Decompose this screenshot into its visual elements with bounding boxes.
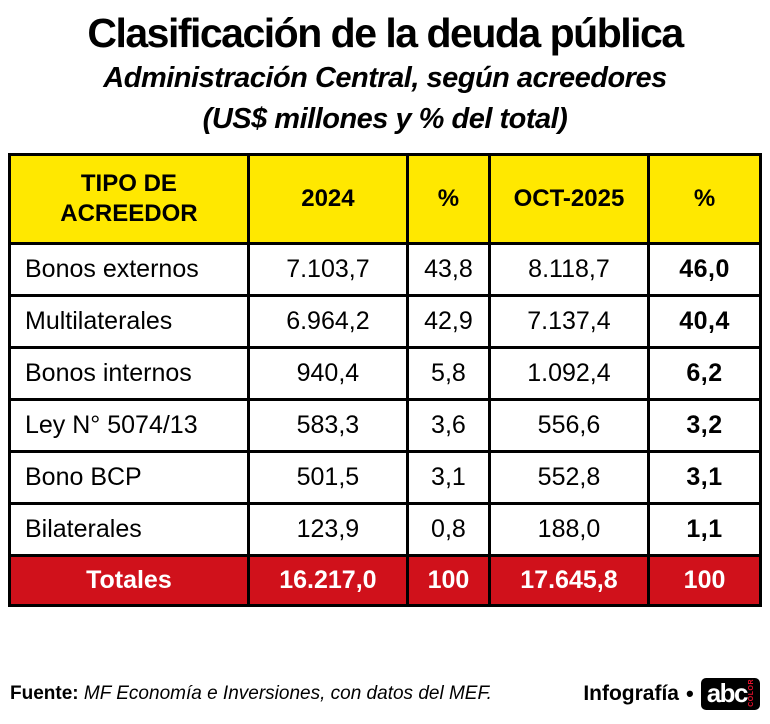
cell-pct-2025: 3,2 xyxy=(647,398,762,454)
page-title: Clasificación de la deuda pública xyxy=(87,10,684,56)
cell-acreedor: Multilaterales xyxy=(8,294,250,350)
cell-pct-2024: 0,8 xyxy=(406,502,491,558)
cell-2024: 6.964,2 xyxy=(246,294,410,350)
cell-acreedor: Bilaterales xyxy=(8,502,250,558)
table-row: Ley N° 5074/13 583,3 3,6 556,6 3,2 xyxy=(8,398,762,454)
subtitle-line2: (US$ millones y % del total) xyxy=(202,103,568,136)
cell-pct-2024: 43,8 xyxy=(406,242,491,298)
column-header-2024: 2024 xyxy=(246,153,410,246)
totals-oct-2025: 17.645,8 xyxy=(487,554,651,608)
cell-pct-2025: 40,4 xyxy=(647,294,762,350)
table-row: Multilaterales 6.964,2 42,9 7.137,4 40,4 xyxy=(8,294,762,350)
footer: Fuente: MF Economía e Inversiones, con d… xyxy=(10,678,760,710)
table-row: Bilaterales 123,9 0,8 188,0 1,1 xyxy=(8,502,762,558)
column-header-acreedor: TIPO DE ACREEDOR xyxy=(8,153,250,246)
subtitle-line1: Administración Central, según acreedores xyxy=(103,62,667,95)
cell-pct-2025: 46,0 xyxy=(647,242,762,298)
totals-pct-2025: 100 xyxy=(647,554,762,608)
cell-pct-2025: 1,1 xyxy=(647,502,762,558)
cell-acreedor: Bonos internos xyxy=(8,346,250,402)
abc-color-logo: abc COLOR xyxy=(700,678,760,710)
cell-pct-2025: 3,1 xyxy=(647,450,762,506)
cell-oct-2025: 7.137,4 xyxy=(487,294,651,350)
column-header-pct-2025: % xyxy=(647,153,762,246)
cell-2024: 501,5 xyxy=(246,450,410,506)
source-text: MF Economía e Inversiones, con datos del… xyxy=(83,683,492,704)
totals-2024: 16.217,0 xyxy=(246,554,410,608)
cell-pct-2024: 5,8 xyxy=(406,346,491,402)
totals-label: Totales xyxy=(8,554,250,608)
bullet-separator: • xyxy=(685,681,694,706)
table-row: Bonos internos 940,4 5,8 1.092,4 6,2 xyxy=(8,346,762,402)
cell-pct-2025: 6,2 xyxy=(647,346,762,402)
cell-2024: 7.103,7 xyxy=(246,242,410,298)
table-row: Bonos externos 7.103,7 43,8 8.118,7 46,0 xyxy=(8,242,762,298)
abc-logo-text: abc xyxy=(706,678,749,708)
cell-pct-2024: 42,9 xyxy=(406,294,491,350)
cell-oct-2025: 1.092,4 xyxy=(487,346,651,402)
cell-acreedor: Bono BCP xyxy=(8,450,250,506)
column-header-oct-2025: OCT-2025 xyxy=(487,153,651,246)
credit-label: Infografía xyxy=(583,682,679,705)
cell-oct-2025: 556,6 xyxy=(487,398,651,454)
totals-row: Totales 16.217,0 100 17.645,8 100 xyxy=(8,554,762,608)
abc-logo-color-text: COLOR xyxy=(748,679,755,707)
debt-table: TIPO DE ACREEDOR 2024 % OCT-2025 % Bonos… xyxy=(8,153,762,608)
header-row: TIPO DE ACREEDOR 2024 % OCT-2025 % xyxy=(8,153,762,246)
table-row: Bono BCP 501,5 3,1 552,8 3,1 xyxy=(8,450,762,506)
cell-2024: 940,4 xyxy=(246,346,410,402)
cell-oct-2025: 188,0 xyxy=(487,502,651,558)
column-header-pct-2024: % xyxy=(406,153,491,246)
cell-2024: 123,9 xyxy=(246,502,410,558)
totals-pct-2024: 100 xyxy=(406,554,491,608)
cell-oct-2025: 8.118,7 xyxy=(487,242,651,298)
cell-pct-2024: 3,1 xyxy=(406,450,491,506)
cell-acreedor: Bonos externos xyxy=(8,242,250,298)
cell-acreedor: Ley N° 5074/13 xyxy=(8,398,250,454)
table-container: TIPO DE ACREEDOR 2024 % OCT-2025 % Bonos… xyxy=(0,139,770,608)
source-label: Fuente: xyxy=(10,683,79,704)
cell-pct-2024: 3,6 xyxy=(406,398,491,454)
header: Clasificación de la deuda pública Admini… xyxy=(0,0,770,139)
cell-oct-2025: 552,8 xyxy=(487,450,651,506)
cell-2024: 583,3 xyxy=(246,398,410,454)
source-line: Fuente: MF Economía e Inversiones, con d… xyxy=(10,683,492,705)
credit-line: Infografía • abc COLOR xyxy=(583,678,760,710)
